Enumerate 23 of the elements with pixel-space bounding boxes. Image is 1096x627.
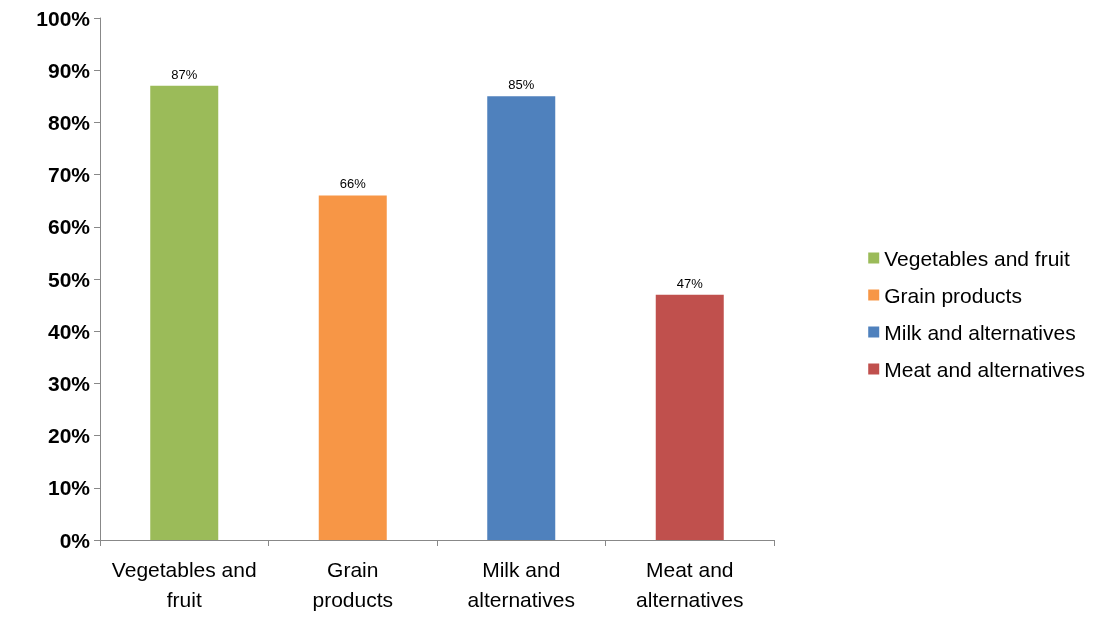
y-tick-label: 90%	[47, 58, 91, 82]
legend-label: Meat and alternatives	[884, 357, 1086, 381]
y-tick-label: 0%	[59, 528, 91, 552]
x-tick-label: Vegetables and fruit	[111, 557, 257, 611]
y-tick-label: 60%	[47, 215, 91, 239]
data-label: 66%	[339, 176, 367, 192]
y-tick-label: 20%	[47, 424, 91, 448]
x-tick-label: Milk and alternatives	[467, 557, 575, 611]
y-tick-label: 100%	[36, 6, 91, 30]
legend-label: Vegetables and fruit	[884, 246, 1071, 270]
data-label: 85%	[508, 77, 535, 93]
legend-label: Milk and alternatives	[884, 320, 1076, 344]
x-tick-label: Grain products	[312, 557, 394, 611]
x-tick-label: Meat and alternatives	[636, 557, 744, 611]
y-tick-label: 10%	[47, 476, 91, 500]
y-tick-label: 30%	[47, 371, 91, 395]
data-label: 47%	[676, 275, 704, 291]
data-label: 87%	[171, 66, 198, 82]
y-tick-label: 70%	[47, 163, 91, 187]
legend-label: Grain products	[884, 283, 1022, 307]
y-tick-label: 40%	[47, 319, 91, 343]
y-tick-label: 80%	[47, 110, 91, 134]
y-tick-label: 50%	[47, 267, 91, 291]
